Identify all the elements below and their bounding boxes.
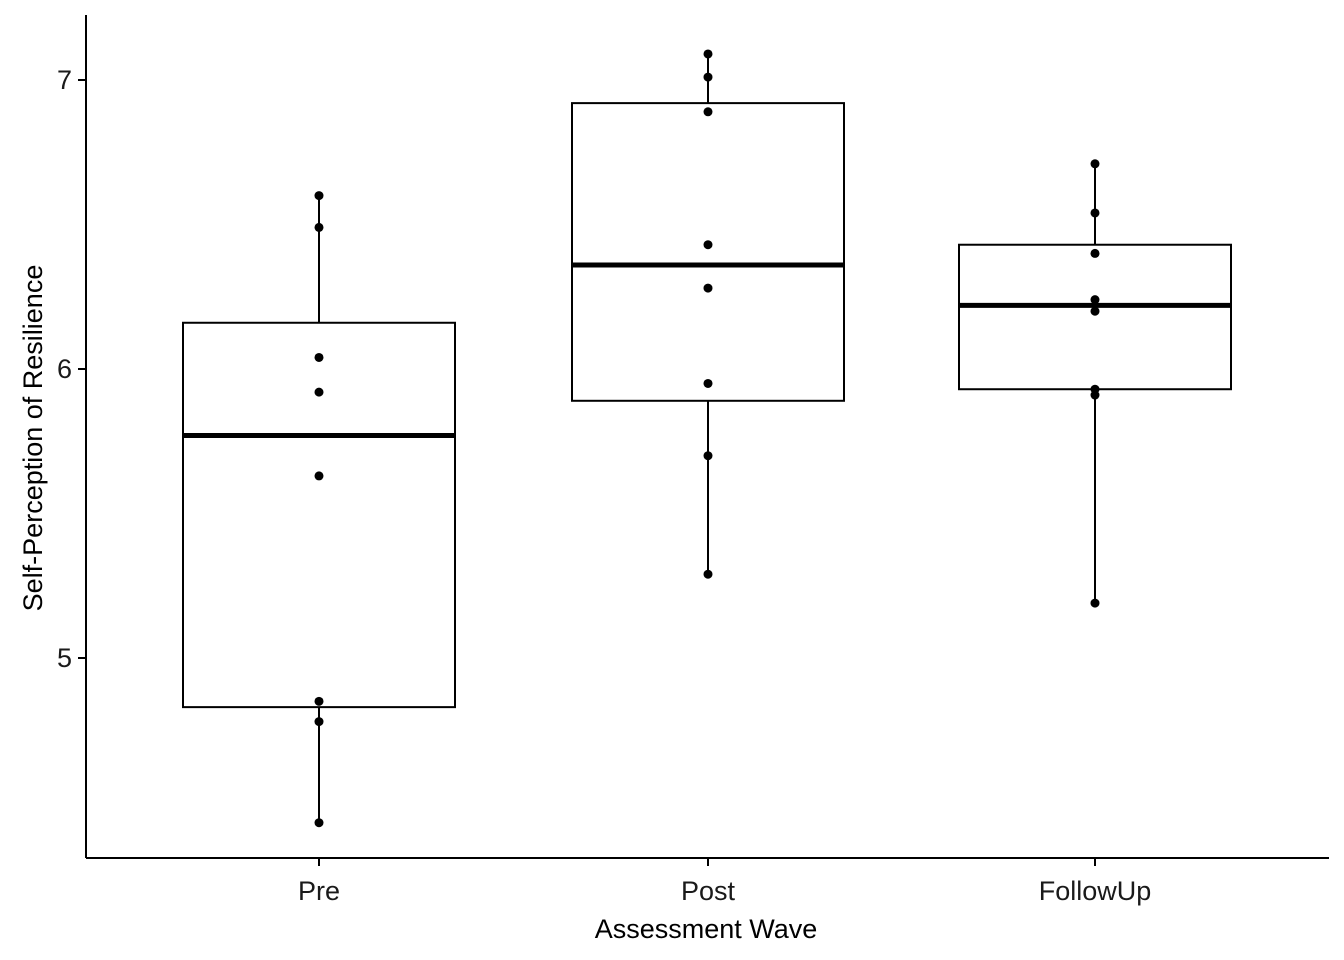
data-point-post-8 xyxy=(703,49,713,59)
data-point-post-2 xyxy=(703,451,713,461)
boxes-layer xyxy=(182,53,1232,823)
data-point-post-3 xyxy=(703,378,713,388)
box-followup xyxy=(958,243,1232,391)
box-group-post xyxy=(571,53,845,575)
data-point-followup-4 xyxy=(1090,306,1100,316)
x-tick-label-post: Post xyxy=(681,876,736,906)
data-point-post-5 xyxy=(703,240,713,250)
data-point-post-4 xyxy=(703,283,713,293)
points-layer xyxy=(314,49,1100,828)
data-point-pre-2 xyxy=(314,717,324,727)
data-point-post-6 xyxy=(703,107,713,117)
box-post xyxy=(571,102,845,402)
data-point-post-1 xyxy=(703,569,713,579)
x-tick-label-followup: FollowUp xyxy=(1039,876,1152,906)
data-point-pre-3 xyxy=(314,696,324,706)
data-point-pre-7 xyxy=(314,222,324,232)
data-point-post-7 xyxy=(703,72,713,82)
data-point-pre-1 xyxy=(314,818,324,828)
box-group-followup xyxy=(958,163,1232,604)
data-point-pre-5 xyxy=(314,387,324,397)
data-point-followup-7 xyxy=(1090,208,1100,218)
x-tick-label-pre: Pre xyxy=(298,876,340,906)
y-tick-label-7: 7 xyxy=(57,65,72,95)
y-tick-label-6: 6 xyxy=(57,354,72,384)
data-point-pre-8 xyxy=(314,191,324,201)
box-pre xyxy=(182,321,456,709)
data-point-followup-3 xyxy=(1090,384,1100,394)
data-point-pre-6 xyxy=(314,352,324,362)
data-point-followup-8 xyxy=(1090,159,1100,169)
data-point-followup-5 xyxy=(1090,295,1100,305)
x-axis-title: Assessment Wave xyxy=(595,914,818,944)
data-point-pre-4 xyxy=(314,471,324,481)
box-group-pre xyxy=(182,195,456,823)
ticks-layer: 5 6 7 Pre Post FollowUp xyxy=(57,65,1151,906)
data-point-followup-6 xyxy=(1090,248,1100,258)
data-point-followup-1 xyxy=(1090,598,1100,608)
y-tick-label-5: 5 xyxy=(57,643,72,673)
y-axis-title: Self-Perception of Resilience xyxy=(18,265,48,612)
